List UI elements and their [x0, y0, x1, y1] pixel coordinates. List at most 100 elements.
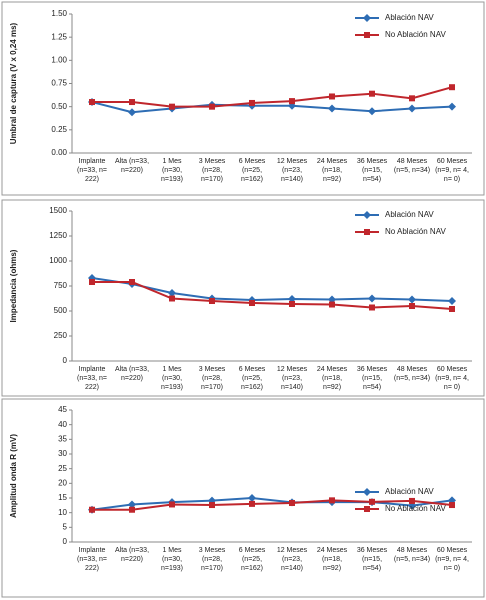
- marker: [129, 279, 135, 285]
- marker: [209, 298, 215, 304]
- marker: [329, 301, 335, 308]
- legend-label: Ablación NAV: [385, 487, 434, 496]
- y-tick-label: 500: [54, 306, 68, 315]
- x-tick-label: 1 Mes (n=30, n=193): [161, 547, 183, 572]
- x-tick-label: 3 Meses (n=28, n=170): [198, 158, 226, 183]
- x-tick-label: 24 Meses (n=18, n=92): [316, 366, 348, 391]
- marker: [169, 501, 175, 508]
- y-tick-label: 0.00: [51, 148, 67, 157]
- marker: [449, 84, 455, 91]
- marker: [329, 497, 335, 504]
- y-tick-label: 1250: [49, 231, 67, 240]
- legend-marker: [364, 32, 370, 38]
- legend-marker: [363, 14, 371, 22]
- marker: [369, 498, 375, 505]
- marker: [209, 502, 215, 509]
- marker: [408, 295, 416, 304]
- x-tick-label: 12 Meses (n=23, n=140): [276, 547, 308, 572]
- y-tick-label: 750: [54, 281, 68, 290]
- marker: [409, 497, 415, 504]
- legend-label: No Ablación NAV: [385, 227, 446, 236]
- marker: [448, 297, 456, 305]
- series-line: [92, 281, 453, 310]
- panel-border: [1, 398, 485, 598]
- x-tick-label: Alta (n=33, n=220): [114, 158, 150, 174]
- y-tick-label: 1.25: [51, 32, 67, 41]
- x-tick-label: 60 Meses (n=9, n= 4, n= 0): [435, 158, 469, 183]
- marker: [368, 294, 376, 303]
- y-tick-label: 0.25: [51, 125, 67, 134]
- x-tick-label: 48 Meses (n=5, n=34): [393, 547, 431, 563]
- legend-label: Ablación NAV: [385, 13, 434, 22]
- y-tick-label: 1500: [49, 206, 67, 215]
- marker: [89, 506, 95, 513]
- y-tick-label: 45: [58, 405, 67, 414]
- y-tick-label: 25: [58, 464, 67, 473]
- marker: [169, 295, 175, 302]
- y-tick-label: 30: [58, 449, 67, 458]
- y-tick-label: 10: [58, 508, 67, 517]
- series-line: [91, 101, 453, 114]
- x-tick-label: 6 Meses (n=25, n=162): [238, 366, 266, 391]
- marker: [449, 306, 455, 312]
- y-tick-label: 0.50: [51, 102, 67, 111]
- y-tick-label: 0: [63, 537, 68, 546]
- y-tick-label: 15: [58, 493, 67, 502]
- x-tick-label: Implante (n=33, n= 222): [77, 366, 107, 391]
- legend-marker: [363, 488, 371, 496]
- marker: [168, 289, 176, 297]
- marker: [289, 499, 295, 506]
- y-tick-label: 0: [63, 356, 68, 365]
- y-tick-label: 0.75: [51, 79, 67, 88]
- x-tick-label: 36 Meses (n=15, n=54): [356, 366, 388, 391]
- legend-label: No Ablación NAV: [385, 30, 446, 39]
- x-tick-label: 3 Meses (n=28, n=170): [198, 547, 226, 572]
- x-tick-label: 36 Meses (n=15, n=54): [356, 158, 388, 183]
- marker: [448, 102, 456, 111]
- marker: [289, 301, 295, 307]
- marker: [128, 108, 136, 117]
- x-tick-label: 1 Mes (n=30, n=193): [161, 366, 183, 391]
- marker: [169, 103, 175, 110]
- x-tick-label: 24 Meses (n=18, n=92): [316, 547, 348, 572]
- y-axis-label: Amplitud onda R (mV): [9, 434, 18, 518]
- x-tick-label: Alta (n=33, n=220): [114, 547, 150, 563]
- x-tick-label: 60 Meses (n=9, n= 4, n= 0): [435, 547, 469, 572]
- legend-marker: [364, 229, 370, 235]
- x-tick-label: 1 Mes (n=30, n=193): [161, 158, 183, 183]
- legend-marker: [364, 506, 370, 512]
- marker: [328, 104, 336, 113]
- marker: [329, 93, 335, 100]
- marker: [89, 99, 95, 106]
- series-line: [91, 277, 453, 302]
- x-tick-label: 36 Meses (n=15, n=54): [356, 547, 388, 572]
- panel-border: [1, 1, 485, 196]
- x-tick-label: 60 Meses (n=9, n= 4, n= 0): [435, 366, 469, 391]
- marker: [289, 98, 295, 105]
- y-tick-label: 1.50: [51, 9, 67, 18]
- marker: [249, 99, 255, 106]
- y-tick-label: 35: [58, 434, 67, 443]
- marker: [249, 500, 255, 507]
- marker: [409, 303, 415, 309]
- marker: [129, 99, 135, 106]
- x-tick-label: 48 Meses (n=5, n=34): [393, 158, 431, 174]
- x-tick-label: 6 Meses (n=25, n=162): [238, 547, 266, 572]
- y-tick-label: 40: [58, 420, 67, 429]
- marker: [408, 104, 416, 113]
- y-tick-label: 20: [58, 478, 67, 487]
- y-tick-label: 250: [54, 331, 68, 340]
- marker: [249, 300, 255, 306]
- x-tick-label: 24 Meses (n=18, n=92): [316, 158, 348, 183]
- y-tick-label: 5: [63, 522, 68, 531]
- panel-border: [1, 199, 485, 397]
- legend-marker: [363, 211, 371, 219]
- x-tick-label: 48 Meses (n=5, n=34): [393, 366, 431, 382]
- legend-label: No Ablación NAV: [385, 504, 446, 513]
- x-tick-label: 6 Meses (n=25, n=162): [238, 158, 266, 183]
- x-tick-label: Implante (n=33, n= 222): [77, 158, 107, 183]
- marker: [369, 304, 375, 311]
- series-line: [92, 499, 453, 511]
